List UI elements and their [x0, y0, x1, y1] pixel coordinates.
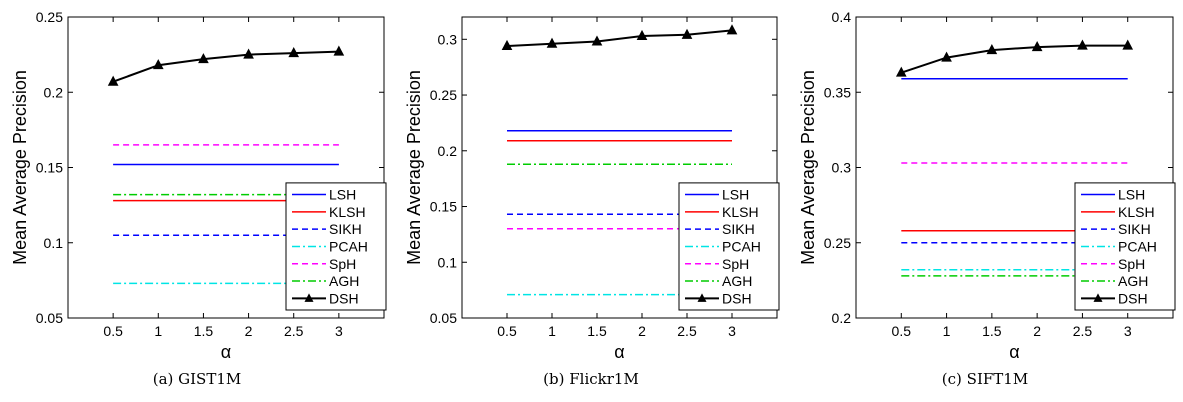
x-tick-label: 2: [245, 323, 253, 339]
x-tick-label: 3: [1124, 323, 1132, 339]
data-point-dsh: [152, 59, 164, 70]
y-tick-label: 0.2: [832, 310, 852, 326]
y-tick-label: 0.15: [36, 160, 63, 176]
legend-label-lsh: LSH: [722, 187, 749, 203]
data-point-dsh: [107, 75, 119, 86]
series-line-dsh: [506, 29, 733, 47]
x-tick-label: 0.5: [103, 323, 123, 339]
x-axis-label: α: [1009, 342, 1019, 362]
data-point-dsh: [333, 45, 345, 56]
chart-caption: (b) Flickr1M: [543, 370, 639, 388]
data-point-dsh: [546, 37, 558, 48]
legend-label-pcah: PCAH: [722, 238, 761, 254]
y-axis-label: Mean Average Precision: [404, 70, 424, 265]
x-tick-label: 1.5: [982, 323, 1002, 339]
y-tick-label: 0.2: [44, 84, 64, 100]
x-tick-label: 1: [154, 323, 162, 339]
legend-box: [285, 182, 387, 311]
x-tick-label: 2: [638, 323, 646, 339]
legend-label-lsh: LSH: [1118, 187, 1145, 203]
chart-caption: (c) SIFT1M: [941, 370, 1029, 388]
data-point-dsh: [895, 66, 907, 77]
data-point-dsh: [1031, 41, 1043, 52]
series-line-dsh: [900, 44, 1128, 74]
legend-marker-dsh: [304, 293, 314, 302]
data-point-dsh: [1122, 39, 1134, 50]
legend-label-sikh: SIKH: [1118, 221, 1151, 237]
y-tick-label: 0.3: [832, 160, 852, 176]
data-point-dsh: [501, 39, 513, 50]
data-point-dsh: [726, 24, 738, 35]
legend-label-sikh: SIKH: [722, 221, 755, 237]
chart-panel-sift1m: 0.5 1 1.5 2 2.5 3 0.2 0.25 0.3 0.35 0.4 α Mean Avera…: [788, 0, 1182, 402]
y-tick-label: 0.05: [430, 310, 457, 326]
data-point-dsh: [636, 29, 648, 40]
legend-label-sph: SpH: [1118, 256, 1145, 272]
data-point-dsh: [243, 48, 254, 59]
x-tick-label: 2.5: [677, 323, 697, 339]
chart-svg-flickr1m: 0.5 1 1.5 2 2.5 3 0.05 0.1 0.15 0.2 0.25 0.3 α Mean A…: [404, 16, 780, 362]
y-axis-label: Mean Average Precision: [798, 70, 818, 265]
legend-label-pcah: PCAH: [1118, 238, 1157, 254]
x-axis-label: α: [221, 342, 231, 362]
y-tick-label: 0.25: [430, 87, 457, 103]
chart-svg-sift1m: 0.5 1 1.5 2 2.5 3 0.2 0.25 0.3 0.35 0.4 α Mean Avera…: [798, 9, 1176, 362]
x-tick-label: 1: [943, 323, 951, 339]
legend-label-agh: AGH: [329, 273, 359, 289]
legend-label-sph: SpH: [329, 256, 356, 272]
legend-label-dsh: DSH: [329, 290, 359, 306]
data-point-dsh: [1077, 39, 1088, 50]
legend-marker-dsh: [1093, 293, 1103, 302]
legend-label-klsh: KLSH: [329, 204, 366, 220]
legend-label-agh: AGH: [1118, 273, 1148, 289]
series-line-dsh: [112, 50, 339, 83]
data-point-dsh: [986, 44, 998, 55]
chart-caption: (a) GIST1M: [152, 370, 242, 388]
data-point-dsh: [288, 47, 300, 58]
x-tick-label: 1: [548, 323, 556, 339]
data-point-dsh: [681, 28, 693, 39]
y-tick-label: 0.1: [438, 254, 458, 270]
x-tick-label: 0.5: [892, 323, 912, 339]
x-axis-label: α: [614, 342, 624, 362]
y-tick-label: 0.2: [438, 143, 458, 159]
x-tick-label: 2.5: [1073, 323, 1093, 339]
legend-box: [678, 182, 780, 311]
x-tick-label: 3: [335, 323, 343, 339]
legend-label-klsh: KLSH: [1118, 204, 1155, 220]
legend-label-dsh: DSH: [722, 290, 752, 306]
x-tick-label: 2: [1033, 323, 1041, 339]
chart-panel-flickr1m: 0.5 1 1.5 2 2.5 3 0.05 0.1 0.15 0.2 0.25 0.3 α Mean A…: [394, 0, 788, 402]
data-point-dsh: [591, 35, 603, 46]
chart-panel-gist1m: 0.5 1 1.5 2 2.5 3 0.05 0.1 0.15 0.2 0.25 α Mean Aver…: [0, 0, 394, 402]
legend-label-pcah: PCAH: [329, 238, 368, 254]
y-tick-label: 0.35: [824, 84, 851, 100]
legend-label-dsh: DSH: [1118, 290, 1148, 306]
y-tick-label: 0.25: [36, 9, 63, 25]
x-tick-label: 1.5: [587, 323, 607, 339]
y-tick-label: 0.4: [832, 9, 852, 25]
data-point-dsh: [198, 53, 209, 64]
data-point-dsh: [941, 51, 952, 62]
legend-label-lsh: LSH: [329, 187, 356, 203]
y-tick-label: 0.1: [44, 235, 64, 251]
y-tick-label: 0.25: [824, 235, 851, 251]
legend-label-klsh: KLSH: [722, 204, 759, 220]
y-tick-label: 0.15: [430, 199, 457, 215]
x-tick-label: 2.5: [284, 323, 304, 339]
x-tick-label: 0.5: [497, 323, 517, 339]
legend-label-sikh: SIKH: [329, 221, 362, 237]
x-tick-label: 3: [728, 323, 736, 339]
y-tick-label: 0.3: [438, 31, 458, 47]
legend-label-sph: SpH: [722, 256, 749, 272]
y-tick-label: 0.05: [36, 310, 63, 326]
legend-label-agh: AGH: [722, 273, 752, 289]
chart-svg-gist1m: 0.5 1 1.5 2 2.5 3 0.05 0.1 0.15 0.2 0.25 α Mean Aver…: [10, 9, 387, 362]
x-tick-label: 1.5: [194, 323, 214, 339]
y-axis-label: Mean Average Precision: [10, 70, 30, 265]
legend-box: [1074, 182, 1176, 311]
legend-marker-dsh: [697, 293, 707, 302]
